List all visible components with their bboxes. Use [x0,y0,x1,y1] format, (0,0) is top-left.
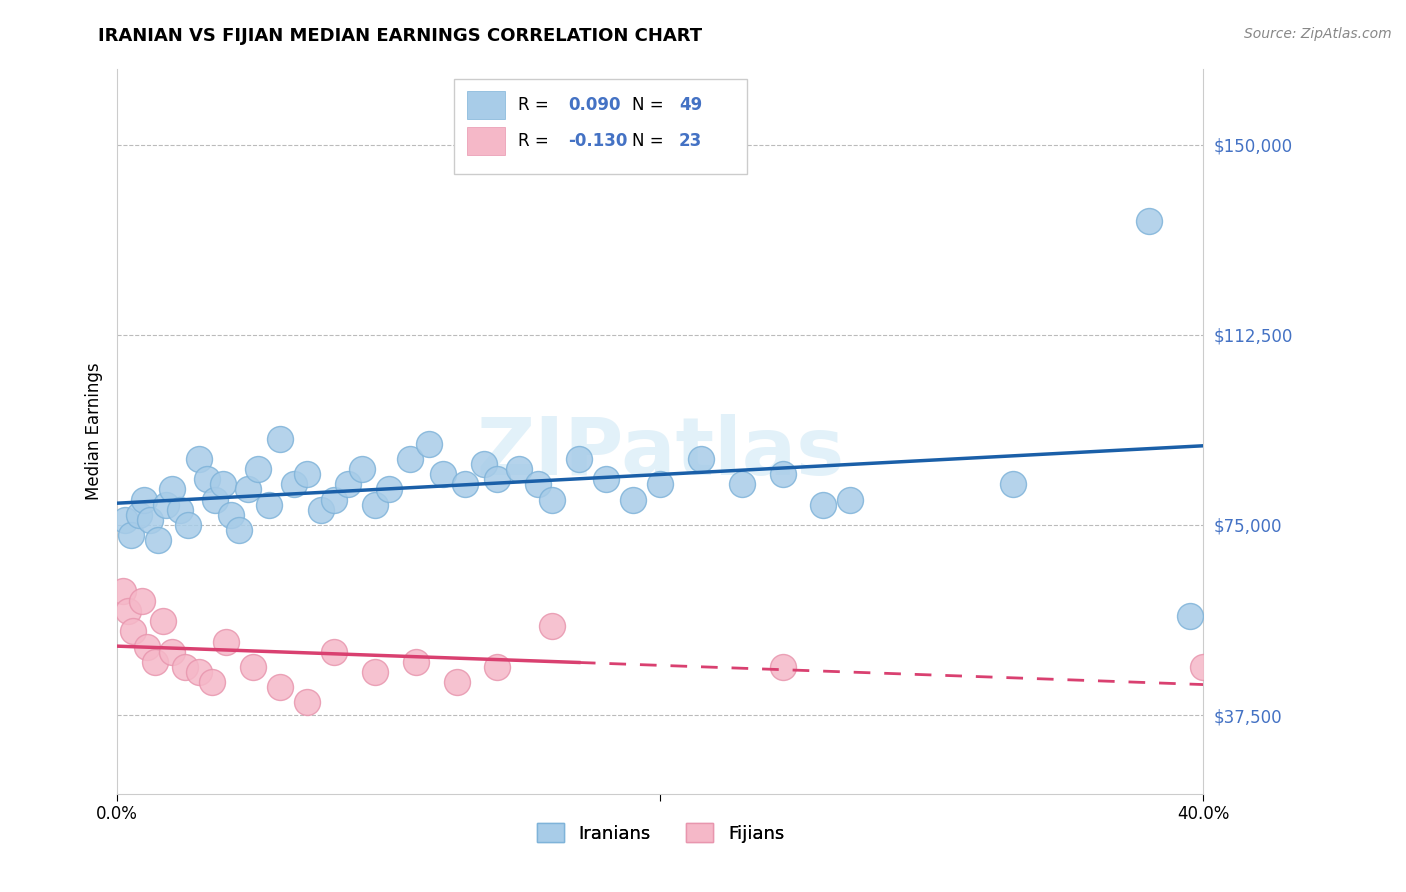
Point [122,624,145,639]
Point [134,492,156,507]
Point [323,645,346,659]
Point [204,492,226,507]
Point [540,492,562,507]
Text: 49: 49 [679,95,702,114]
Point [139,513,162,527]
FancyBboxPatch shape [467,91,505,119]
Point [160,645,183,659]
Text: ZIPatlas: ZIPatlas [477,414,845,491]
Text: -0.130: -0.130 [568,132,627,150]
Point [155,498,177,512]
Text: 0.090: 0.090 [568,95,620,114]
Point [187,665,209,679]
Point [1137,213,1160,227]
Point [621,492,644,507]
Point [1002,477,1025,491]
Point [527,477,550,491]
Point [378,483,401,497]
Y-axis label: Median Earnings: Median Earnings [86,362,103,500]
Point [242,660,264,674]
Point [152,614,174,628]
Point [212,477,235,491]
FancyBboxPatch shape [467,128,505,155]
Text: N =: N = [633,95,669,114]
Point [508,462,530,476]
Text: IRANIAN VS FIJIAN MEDIAN EARNINGS CORRELATION CHART: IRANIAN VS FIJIAN MEDIAN EARNINGS CORREL… [98,27,703,45]
Point [690,452,713,467]
Point [568,452,591,467]
Point [540,619,562,633]
Point [772,660,794,674]
Point [731,477,754,491]
Point [650,477,672,491]
Point [146,533,169,548]
Point [364,498,387,512]
Point [236,483,259,497]
Point [174,660,197,674]
Point [364,665,387,679]
Point [215,634,238,648]
FancyBboxPatch shape [454,79,747,174]
Point [136,640,159,654]
Point [1178,609,1201,624]
Text: Source: ZipAtlas.com: Source: ZipAtlas.com [1244,27,1392,41]
Point [297,467,319,482]
Point [472,457,495,471]
Point [269,432,291,446]
Point [486,660,509,674]
Point [143,655,166,669]
Point [446,675,468,690]
Point [247,462,270,476]
Point [418,437,440,451]
Text: 23: 23 [679,132,702,150]
Text: R =: R = [517,95,554,114]
Point [120,528,142,542]
Point [454,477,477,491]
Point [259,498,281,512]
Point [297,695,319,709]
Point [117,604,139,618]
Legend: Iranians, Fijians: Iranians, Fijians [529,816,792,850]
Point [283,477,305,491]
Point [486,472,509,486]
Point [201,675,224,690]
Point [187,452,209,467]
Point [839,492,862,507]
Point [399,452,422,467]
Point [813,498,835,512]
Point [350,462,373,476]
Text: R =: R = [517,132,554,150]
Point [177,517,200,532]
Point [169,502,191,516]
Point [228,523,250,537]
Point [160,483,183,497]
Point [337,477,360,491]
Point [1192,660,1215,674]
Point [114,513,136,527]
Point [595,472,617,486]
Point [195,472,218,486]
Text: N =: N = [633,132,669,150]
Point [269,680,291,694]
Point [309,502,332,516]
Point [219,508,242,522]
Point [323,492,346,507]
Point [131,594,153,608]
Point [111,583,134,598]
Point [772,467,794,482]
Point [432,467,454,482]
Point [405,655,427,669]
Point [128,508,150,522]
